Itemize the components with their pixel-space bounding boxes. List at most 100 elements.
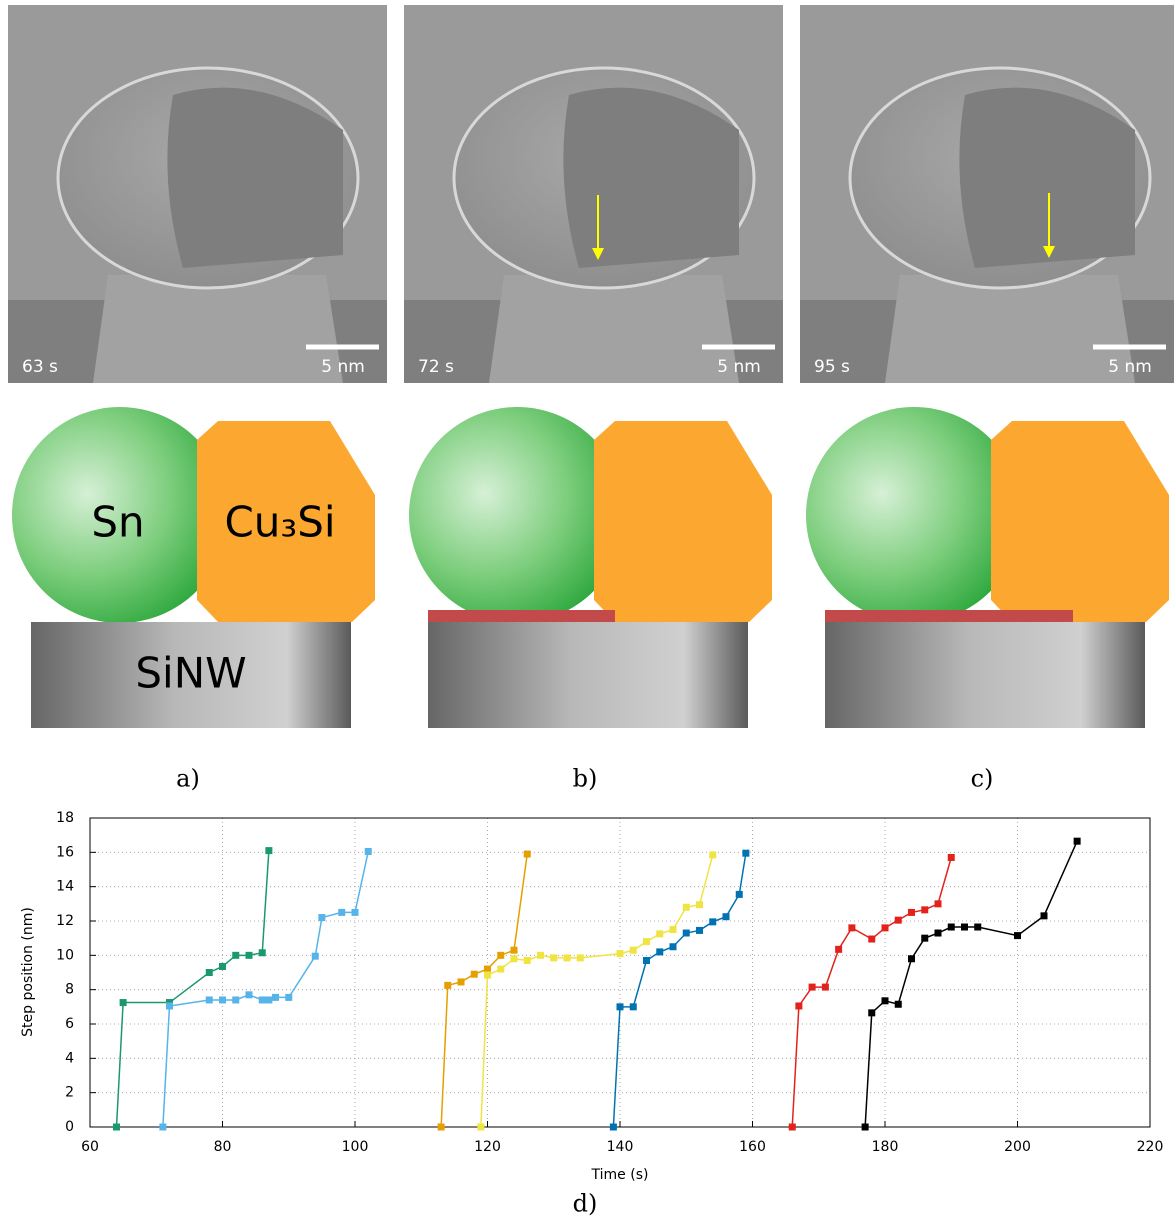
tem-crystal: [959, 87, 1135, 268]
data-point: [113, 1123, 120, 1131]
wetting-layer: [428, 610, 615, 622]
data-point: [908, 955, 915, 963]
panel-label: c): [971, 765, 994, 793]
data-point: [669, 926, 677, 934]
data-point: [788, 1123, 796, 1131]
data-point: [311, 952, 319, 960]
data-point: [523, 956, 531, 964]
sinw-label: SiNW: [135, 649, 246, 698]
data-point: [205, 969, 213, 976]
data-point: [609, 1123, 617, 1131]
y-tick-label: 6: [65, 1016, 74, 1032]
data-point: [232, 951, 240, 959]
y-tick-label: 0: [65, 1119, 74, 1135]
data-point: [669, 943, 677, 951]
data-point: [576, 954, 584, 962]
data-point: [258, 996, 266, 1004]
x-tick-label: 80: [214, 1139, 232, 1155]
sinw: [31, 622, 351, 728]
data-point: [947, 923, 955, 931]
scale-label: 5 nm: [717, 357, 761, 377]
cu3si-crystal: [991, 421, 1169, 622]
series-line: [612, 853, 747, 1128]
schematic: [409, 407, 772, 728]
time-label: 95 s: [814, 357, 850, 377]
series-line: [480, 854, 714, 1128]
data-point: [119, 999, 127, 1007]
sinw: [825, 622, 1145, 728]
arrow-head: [592, 248, 604, 260]
data-point: [682, 929, 690, 937]
data-point: [497, 965, 505, 973]
time-label: 72 s: [418, 357, 454, 377]
data-point: [470, 970, 478, 978]
data-point: [1014, 932, 1021, 940]
data-point: [219, 996, 226, 1004]
wetting-layer: [825, 610, 1073, 622]
sn-sphere: [806, 407, 1022, 622]
data-point: [629, 1003, 637, 1011]
data-point: [265, 996, 273, 1004]
data-point: [338, 908, 346, 916]
data-point: [894, 916, 902, 924]
data-point: [696, 901, 703, 909]
data-point: [722, 913, 730, 921]
data-point: [166, 1002, 173, 1010]
plot-frame: [89, 817, 1151, 1128]
data-point: [835, 945, 843, 953]
data-point: [272, 993, 279, 1001]
series-line: [864, 840, 1078, 1128]
data-point: [232, 996, 240, 1004]
x-tick-label: 200: [1004, 1139, 1031, 1155]
data-point: [550, 954, 558, 962]
sn-label: Sn: [91, 498, 144, 547]
data-point: [457, 978, 465, 986]
data-point: [868, 1009, 876, 1017]
data-point: [808, 983, 816, 991]
y-axis-title: Step position (nm): [20, 907, 36, 1037]
data-point: [484, 971, 491, 979]
data-point: [921, 906, 929, 914]
data-point: [696, 926, 703, 934]
sinw: [428, 622, 748, 728]
y-tick-label: 14: [56, 879, 74, 895]
data-point: [258, 949, 266, 957]
data-point: [484, 965, 491, 973]
data-point: [934, 929, 942, 937]
y-tick-label: 18: [56, 810, 74, 826]
tem-crystal: [563, 87, 739, 268]
data-point: [821, 983, 829, 991]
panel-label: b): [573, 765, 598, 793]
schematic: [12, 407, 375, 728]
data-point: [318, 914, 326, 922]
data-point: [497, 951, 505, 959]
cu3si-crystal: [594, 421, 772, 622]
data-point: [709, 918, 717, 926]
scale-label: 5 nm: [321, 357, 365, 377]
data-point: [205, 996, 213, 1004]
y-tick-label: 2: [65, 1085, 74, 1101]
data-point: [245, 951, 253, 959]
data-point: [444, 981, 452, 989]
data-point: [682, 903, 690, 911]
data-point: [643, 956, 650, 964]
data-point: [868, 935, 876, 943]
data-point: [908, 908, 915, 916]
series-line: [440, 853, 528, 1128]
data-point: [934, 900, 942, 908]
panel-label: a): [176, 765, 200, 793]
time-label: 63 s: [22, 357, 58, 377]
sn-sphere: [409, 407, 625, 622]
data-point: [616, 1003, 624, 1011]
y-tick-label: 12: [56, 913, 74, 929]
arrow-head: [1043, 246, 1055, 258]
data-point: [894, 1000, 902, 1008]
data-point: [795, 1002, 803, 1010]
cu3si-crystal: [197, 421, 375, 622]
x-tick-label: 140: [607, 1139, 634, 1155]
data-point: [351, 908, 359, 916]
x-tick-label: 100: [342, 1139, 369, 1155]
data-point: [735, 890, 743, 898]
x-tick-label: 180: [872, 1139, 899, 1155]
